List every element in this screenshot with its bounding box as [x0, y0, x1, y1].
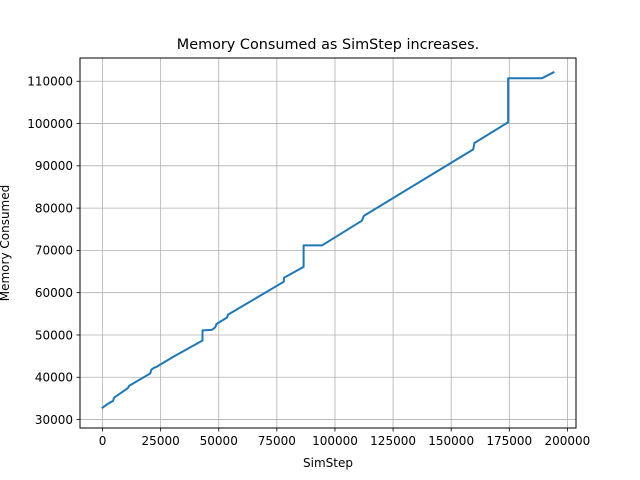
series-line [101, 71, 555, 410]
y-tick-label: 40000 [35, 371, 73, 385]
y-tick-label: 30000 [35, 413, 73, 427]
grid-lines [80, 58, 576, 428]
y-tick-label: 100000 [27, 117, 73, 131]
y-tick-label: 80000 [35, 201, 73, 215]
x-tick-label: 200000 [544, 434, 590, 448]
x-tick-label: 75000 [258, 434, 296, 448]
plot-area-frame [79, 57, 577, 429]
y-tick-label: 70000 [35, 244, 73, 258]
axis-ticks: 0 25000 50000 75000 100000 125000 150000 175000… [27, 75, 590, 448]
x-tick-label: 0 [99, 434, 107, 448]
x-tick-label: 50000 [200, 434, 238, 448]
y-tick-label: 50000 [35, 328, 73, 342]
y-tick-label: 90000 [35, 159, 73, 173]
chart-title: Memory Consumed as SimStep increases. [177, 37, 479, 53]
x-tick-label: 150000 [428, 434, 474, 448]
y-axis-title: Memory Consumed [0, 185, 12, 302]
x-tick-label: 125000 [370, 434, 416, 448]
x-tick-label: 100000 [312, 434, 358, 448]
y-tick-label: 60000 [35, 286, 73, 300]
x-axis-title: SimStep [303, 456, 353, 470]
y-tick-label: 110000 [27, 75, 73, 89]
series-layer [101, 71, 555, 410]
x-tick-label: 25000 [142, 434, 180, 448]
x-tick-label: 175000 [486, 434, 532, 448]
